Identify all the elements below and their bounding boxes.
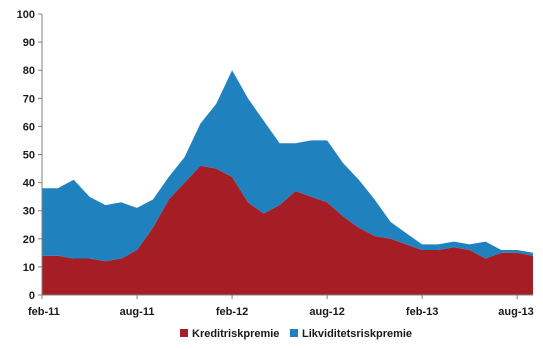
x-tick-label: feb-12	[216, 306, 248, 318]
x-tick-label: feb-13	[406, 306, 438, 318]
x-tick-label: aug-11	[120, 306, 155, 318]
y-tick-label: 100	[17, 9, 35, 21]
legend-swatch-likviditetsriskpremie	[290, 329, 298, 337]
axes: 0 10 20 30 40 50 60 70 80 90 100 feb-11 aug-11 feb-12…	[17, 9, 534, 318]
y-tick-label: 90	[23, 37, 35, 49]
y-tick-label: 30	[23, 206, 35, 218]
plot-areas	[42, 70, 533, 295]
y-tick-label: 20	[23, 234, 35, 246]
y-tick-label: 60	[23, 121, 35, 133]
y-tick-label: 0	[29, 290, 35, 302]
y-tick-label: 70	[23, 93, 35, 105]
y-tick-label: 80	[23, 65, 35, 77]
legend-label-kreditriskpremie: Kreditriskpremie	[192, 328, 279, 340]
legend: Kreditriskpremie Likviditetsriskpremie	[180, 328, 412, 340]
y-tick-label: 10	[23, 262, 35, 274]
y-tick-label: 50	[23, 150, 35, 162]
legend-label-likviditetsriskpremie: Likviditetsriskpremie	[302, 328, 412, 340]
legend-swatch-kreditriskpremie	[180, 329, 188, 337]
x-tick-label: aug-13	[498, 306, 533, 318]
y-tick-label: 40	[23, 178, 35, 190]
area-likviditetsriskpremie	[42, 70, 533, 262]
x-tick-label: aug-12	[309, 306, 344, 318]
x-tick-label: feb-11	[28, 306, 60, 318]
area-kreditriskpremie	[42, 165, 533, 295]
